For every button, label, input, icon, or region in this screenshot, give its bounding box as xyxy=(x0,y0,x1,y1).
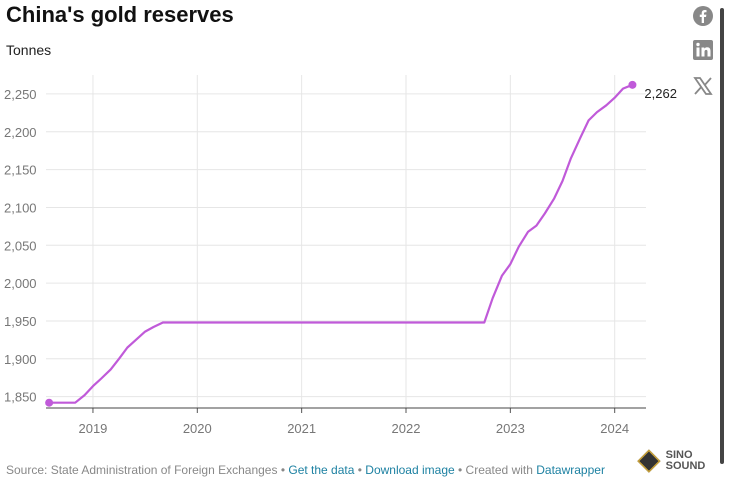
facebook-icon[interactable] xyxy=(690,3,716,29)
scrollbar[interactable] xyxy=(720,8,724,464)
x-tick-label: 2021 xyxy=(287,421,316,436)
linkedin-icon[interactable] xyxy=(690,37,716,63)
logo-mark xyxy=(637,449,661,473)
y-tick-label: 2,250 xyxy=(4,87,37,102)
y-tick-label: 2,200 xyxy=(4,125,37,140)
footer: Source: State Administration of Foreign … xyxy=(6,463,605,477)
y-tick-label: 2,150 xyxy=(4,163,37,178)
source-text: Source: State Administration of Foreign … xyxy=(6,463,278,477)
x-tick-label: 2023 xyxy=(496,421,525,436)
end-point xyxy=(628,80,637,89)
download-image-link[interactable]: Download image xyxy=(365,463,455,477)
sino-sound-logo: SINO SOUND xyxy=(637,448,734,474)
get-data-link[interactable]: Get the data xyxy=(288,463,355,477)
y-tick-label: 1,900 xyxy=(4,352,37,367)
chart-subtitle: Tonnes xyxy=(6,42,52,58)
footer-created-with: • Created with xyxy=(454,463,537,477)
x-tick-label: 2024 xyxy=(600,421,629,436)
y-tick-label: 1,850 xyxy=(4,390,37,405)
start-point xyxy=(45,398,54,407)
x-icon[interactable] xyxy=(690,73,716,99)
y-tick-label: 2,000 xyxy=(4,276,37,291)
x-tick-label: 2022 xyxy=(392,421,421,436)
end-value-label: 2,262 xyxy=(644,86,677,101)
x-tick-label: 2019 xyxy=(78,421,107,436)
footer-separator: • xyxy=(354,463,366,477)
series-line xyxy=(49,83,633,404)
chart-title: China's gold reserves xyxy=(6,2,234,27)
y-tick-label: 1,950 xyxy=(4,314,37,329)
logo-text: SINO SOUND xyxy=(665,449,706,472)
footer-separator: • xyxy=(277,463,289,477)
y-tick-label: 2,050 xyxy=(4,238,37,253)
y-tick-label: 2,100 xyxy=(4,200,37,215)
datawrapper-link[interactable]: Datawrapper xyxy=(536,463,605,477)
x-tick-label: 2020 xyxy=(183,421,212,436)
